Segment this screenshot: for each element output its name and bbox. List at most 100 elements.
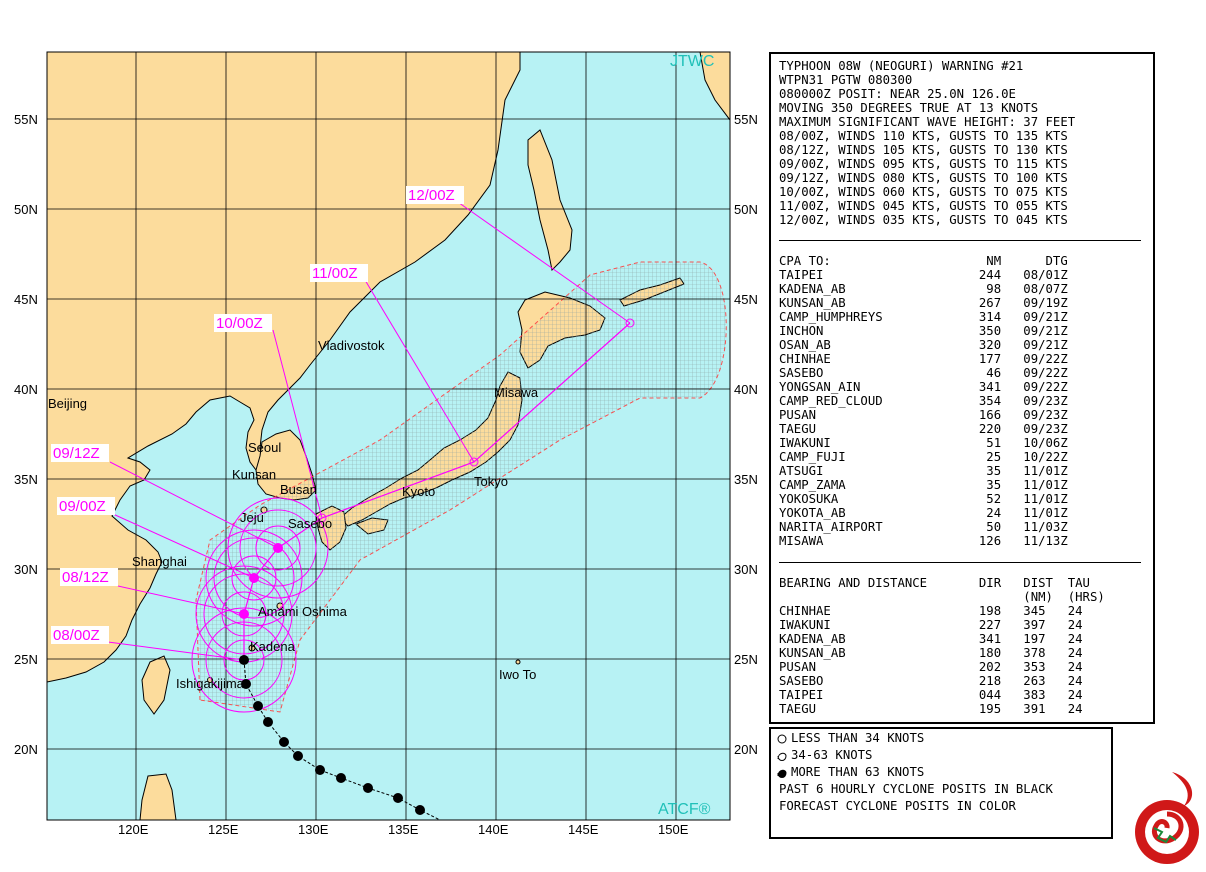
lon-label: 145E (568, 822, 599, 837)
cpa-row: MISAWA 126 11/13Z (779, 534, 1068, 548)
cpa-row: SASEBO 46 09/22Z (779, 366, 1068, 380)
lon-label: 150E (658, 822, 689, 837)
fcst-label-08-00z: 08/00Z (53, 627, 100, 644)
bearing-row: SASEBO 218 263 24 (779, 674, 1083, 688)
lat-label-right: 40N (734, 382, 758, 397)
cpa-row: YOKOSUKA 52 11/01Z (779, 492, 1068, 506)
city-seoul: Seoul (248, 440, 281, 455)
bearing-row: CHINHAE 198 345 24 (779, 604, 1083, 618)
island-iwoto (515, 659, 521, 665)
warning-line: 080000Z POSIT: NEAR 25.0N 126.0E (779, 87, 1016, 101)
warning-line: WTPN31 PGTW 080300 (779, 73, 913, 87)
legend-past-black: PAST 6 HOURLY CYCLONE POSITS IN BLACK (779, 782, 1053, 796)
lon-label: 125E (208, 822, 239, 837)
bearing-header: (NM) (HRS) (779, 590, 1105, 604)
lon-label: 140E (478, 822, 509, 837)
city-shanghai: Shanghai (132, 554, 187, 569)
label-leaders (107, 199, 631, 661)
warning-line: 08/12Z, WINDS 105 KTS, GUSTS TO 130 KTS (779, 143, 1068, 157)
lat-label-right: 30N (734, 562, 758, 577)
legend-storm-filled-icon (777, 769, 787, 778)
lat-label-left: 40N (14, 382, 38, 397)
cpa-row: CAMP_HUMPHREYS 314 09/21Z (779, 310, 1068, 324)
bearing-row: KADENA_AB 341 197 24 (779, 632, 1083, 646)
city-ishigakijima: Ishigakijima (176, 676, 245, 691)
warning-line: 12/00Z, WINDS 035 KTS, GUSTS TO 045 KTS (779, 213, 1068, 227)
city-iwo-to: Iwo To (499, 667, 536, 682)
lat-label-right: 55N (734, 112, 758, 127)
cpa-row: YONGSAN_AIN 341 09/22Z (779, 380, 1068, 394)
lat-label-left: 30N (14, 562, 38, 577)
city-misawa: Misawa (494, 385, 539, 400)
forecast-points (239, 318, 635, 619)
legend-storm-open-icon (777, 752, 787, 761)
warning-line: TYPHOON 08W (NEOGURI) WARNING #21 (779, 59, 1024, 73)
lat-lon-grid (47, 52, 730, 820)
lat-label-left: 50N (14, 202, 38, 217)
lon-label: 120E (118, 822, 149, 837)
cpa-header: CPA TO: NM DTG (779, 254, 1068, 268)
lat-label-right: 20N (734, 742, 758, 757)
cpa-row: OSAN_AB 320 09/21Z (779, 338, 1068, 352)
cpa-row: ATSUGI 35 11/01Z (779, 464, 1068, 478)
bearing-row: PUSAN 202 353 24 (779, 660, 1083, 674)
warning-line: 10/00Z, WINDS 060 KTS, GUSTS TO 075 KTS (779, 185, 1068, 199)
cpa-row: NARITA_AIRPORT 50 11/03Z (779, 520, 1068, 534)
legend-open-circle-icon (777, 734, 787, 744)
cpa-row: KUNSAN_AB 267 09/19Z (779, 296, 1068, 310)
land-kamchatka (699, 52, 730, 121)
forecast-time-labels: 12/00Z 11/00Z 10/00Z 09/12Z 09/00Z 08/12… (51, 186, 464, 644)
city-beijing: Beijing (48, 396, 87, 411)
land-sakhalin (527, 129, 573, 272)
bearing-row: IWAKUNI 227 397 24 (779, 618, 1083, 632)
legend-forecast-color: FORECAST CYCLONE POSITS IN COLOR (779, 799, 1016, 813)
typhoon-track-map: 55N 50N 45N 40N 35N 30N 25N 20N 55N 50N 45N 40N 35N… (14, 51, 758, 837)
legend-more-63: MORE THAN 63 KNOTS (791, 765, 925, 779)
land-luzon (139, 773, 177, 820)
fcst-label-12-00z: 12/00Z (408, 187, 455, 204)
legend-less-34: LESS THAN 34 KNOTS (791, 731, 925, 745)
cpa-row: TAIPEI 244 08/01Z (779, 268, 1068, 282)
city-vladivostok: Vladivostok (318, 338, 385, 353)
jtwc-corner-label: JTWC (670, 53, 714, 70)
bearing-row: TAEGU 195 391 24 (779, 702, 1083, 716)
cpa-row: CAMP_RED_CLOUD 354 09/23Z (779, 394, 1068, 408)
cpa-row: CHINHAE 177 09/22Z (779, 352, 1068, 366)
city-busan: Busan (280, 482, 317, 497)
city-amami-oshima: Amami Oshima (258, 604, 348, 619)
lat-label-right: 25N (734, 652, 758, 667)
city-tokyo: Tokyo (474, 474, 508, 489)
lat-label-left: 55N (14, 112, 38, 127)
cpa-row: TAEGU 220 09/23Z (779, 422, 1068, 436)
lon-labels: 120E 125E 130E 135E 140E 145E 150E (118, 822, 689, 837)
atcf-corner-label: ATCF® (658, 801, 711, 818)
lon-label: 130E (298, 822, 329, 837)
city-kadena: Kadena (250, 639, 296, 654)
lat-labels-left: 55N 50N 45N 40N 35N 30N 25N 20N (14, 112, 38, 757)
map-frame (46, 51, 731, 821)
legend-symbols (777, 734, 787, 778)
cpa-row: KADENA_AB 98 08/07Z (779, 282, 1068, 296)
city-kunsan: Kunsan (232, 467, 276, 482)
fcst-label-09-12z: 09/12Z (53, 445, 100, 462)
warning-line: 09/12Z, WINDS 080 KTS, GUSTS TO 100 KTS (779, 171, 1068, 185)
lat-labels-right: 55N 50N 45N 40N 35N 30N 25N 20N (734, 112, 758, 757)
divider (779, 240, 1141, 241)
cpa-row: IWAKUNI 51 10/06Z (779, 436, 1068, 450)
warning-info-panel: TYPHOON 08W (NEOGURI) WARNING #21 WTPN31 … (769, 52, 1155, 724)
warning-line: 08/00Z, WINDS 110 KTS, GUSTS TO 135 KTS (779, 129, 1068, 143)
warning-line: 09/00Z, WINDS 095 KTS, GUSTS TO 115 KTS (779, 157, 1068, 171)
bearing-header: BEARING AND DISTANCE DIR DIST TAU (779, 576, 1090, 590)
cpa-row: PUSAN 166 09/23Z (779, 408, 1068, 422)
past-track (243, 659, 441, 821)
bearing-row: KUNSAN_AB 180 378 24 (779, 646, 1083, 660)
lat-label-left: 25N (14, 652, 38, 667)
fcst-label-09-00z: 09/00Z (59, 498, 106, 515)
land-asia (47, 52, 521, 683)
divider (779, 562, 1141, 563)
danger-swath (195, 261, 727, 713)
lat-label-right: 35N (734, 472, 758, 487)
land-taiwan (141, 655, 171, 715)
warning-line: 11/00Z, WINDS 045 KTS, GUSTS TO 055 KTS (779, 199, 1068, 213)
fcst-label-11-00z: 11/00Z (312, 265, 358, 282)
